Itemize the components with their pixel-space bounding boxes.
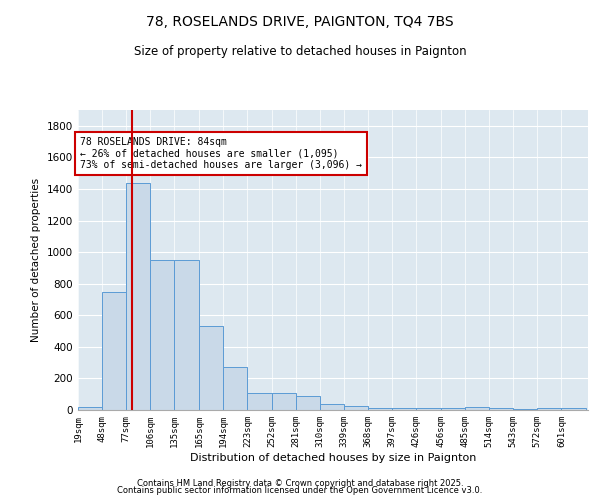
- Bar: [247, 392, 272, 410]
- Bar: [392, 408, 416, 410]
- Text: 78 ROSELANDS DRIVE: 84sqm
← 26% of detached houses are smaller (1,095)
73% of se: 78 ROSELANDS DRIVE: 84sqm ← 26% of detac…: [80, 137, 362, 170]
- Bar: [538, 408, 562, 410]
- Bar: [465, 407, 489, 410]
- Bar: [272, 392, 296, 410]
- Bar: [344, 406, 368, 410]
- Bar: [199, 326, 223, 410]
- Bar: [78, 407, 102, 410]
- Bar: [126, 182, 150, 410]
- Text: Size of property relative to detached houses in Paignton: Size of property relative to detached ho…: [134, 45, 466, 58]
- Bar: [368, 408, 392, 410]
- X-axis label: Distribution of detached houses by size in Paignton: Distribution of detached houses by size …: [190, 452, 476, 462]
- Bar: [150, 260, 175, 410]
- Bar: [320, 404, 344, 410]
- Text: Contains public sector information licensed under the Open Government Licence v3: Contains public sector information licen…: [118, 486, 482, 495]
- Bar: [416, 408, 441, 410]
- Bar: [102, 292, 126, 410]
- Bar: [175, 260, 199, 410]
- Bar: [441, 408, 465, 410]
- Y-axis label: Number of detached properties: Number of detached properties: [31, 178, 41, 342]
- Text: 78, ROSELANDS DRIVE, PAIGNTON, TQ4 7BS: 78, ROSELANDS DRIVE, PAIGNTON, TQ4 7BS: [146, 15, 454, 29]
- Bar: [223, 368, 247, 410]
- Bar: [513, 409, 538, 410]
- Bar: [296, 396, 320, 410]
- Bar: [562, 408, 586, 410]
- Text: Contains HM Land Registry data © Crown copyright and database right 2025.: Contains HM Land Registry data © Crown c…: [137, 478, 463, 488]
- Bar: [489, 408, 513, 410]
